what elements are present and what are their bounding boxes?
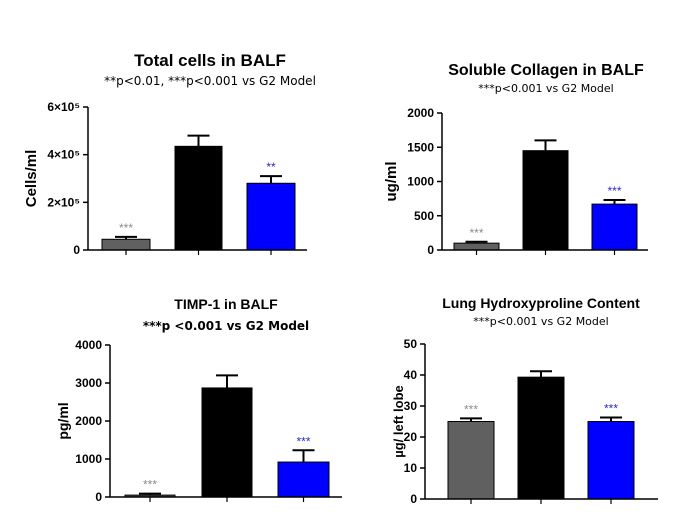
bar [522,150,569,251]
chart-title: Lung Hydroxyproline Content [442,295,640,311]
y-tick-label: 10 [404,461,418,475]
y-tick-label: 4000 [75,338,102,352]
significance-label: *** [119,221,133,235]
bar [101,238,151,251]
y-tick-label: 30 [404,399,418,413]
chart-panel-2: Soluble Collagen in BALF ***p<0.001 vs G2… [383,62,648,257]
y-tick-label: 4×10⁵ [47,148,80,162]
y-tick-label: 0 [95,490,102,504]
chart-subtitle: ***p<0.001 vs G2 Model [478,82,613,95]
chart-subtitle: ***p <0.001 vs G2 Model [143,319,309,333]
chart-title: Soluble Collagen in BALF [448,62,644,79]
bar [277,461,330,498]
bar [201,387,253,498]
bar [453,242,500,251]
significance-label: *** [296,434,310,448]
chart-subtitle: ***p<0.001 vs G2 Model [473,315,608,328]
bar [246,182,296,251]
y-tick-label: 2×10⁵ [47,195,80,209]
y-tick-label: 0 [410,492,417,506]
y-tick-label: 0 [73,243,80,257]
significance-label: *** [469,226,483,240]
y-tick-label: 3000 [75,376,102,390]
bar [591,203,638,251]
y-axis-label: Cells/ml [23,150,40,208]
significance-label: *** [464,402,478,416]
y-tick-label: 2000 [75,414,102,428]
y-axis-label: µg/ left lobe [391,385,406,458]
bar [587,421,635,500]
chart-panel-1: Total cells in BALF **p<0.01, ***p<0.001 … [23,51,316,257]
chart-title: Total cells in BALF [134,51,286,70]
y-tick-label: 6×10⁵ [47,100,80,114]
significance-label: *** [143,478,157,492]
chart-subtitle: **p<0.01, ***p<0.001 vs G2 Model [104,74,316,88]
y-tick-label: 1000 [407,175,434,189]
y-tick-label: 1000 [75,452,102,466]
y-tick-label: 20 [404,430,418,444]
y-tick-label: 0 [427,243,434,257]
y-tick-label: 2000 [407,106,434,120]
bar [447,421,495,500]
significance-label: *** [604,401,618,415]
chart-title: TIMP-1 in BALF [174,296,278,312]
y-tick-label: 50 [404,337,418,351]
y-axis-label: pg/ml [55,402,71,439]
bar [174,145,223,251]
significance-label: ** [266,160,276,174]
y-tick-label: 40 [404,368,418,382]
bar [517,376,565,500]
significance-label: *** [607,184,621,198]
y-tick-label: 500 [414,209,434,223]
chart-panel-3: TIMP-1 in BALF ***p <0.001 vs G2 Model pg/… [55,296,342,504]
y-axis-label: ug/ml [383,162,400,202]
y-tick-label: 1500 [407,140,434,154]
chart-panel-4: Lung Hydroxyproline Content ***p<0.001 vs… [391,295,658,506]
